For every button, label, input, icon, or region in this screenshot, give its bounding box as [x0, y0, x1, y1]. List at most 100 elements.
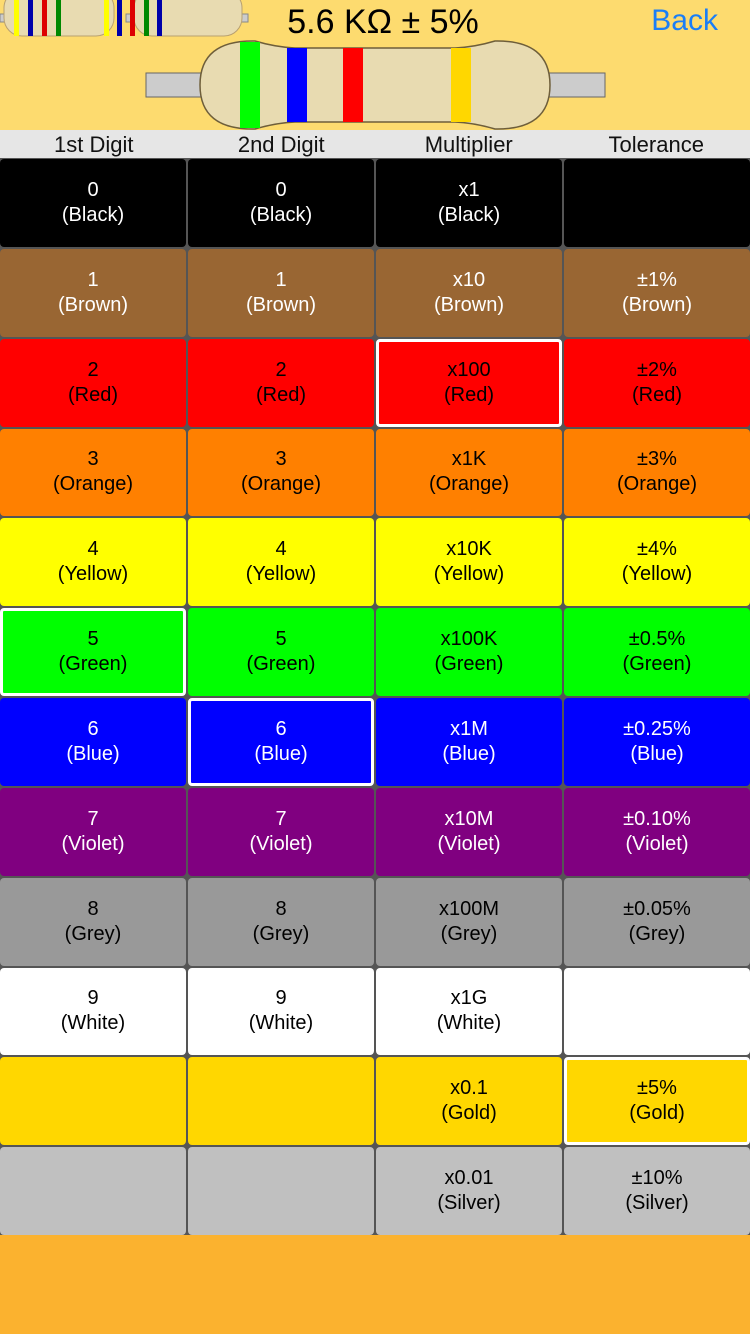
- option-color-name: (Violet): [437, 832, 501, 855]
- option-value: 0: [275, 178, 287, 201]
- tolerance-option[interactable]: ±1% (Brown): [564, 248, 750, 337]
- multiplier-option[interactable]: x0.01 (Silver): [376, 1147, 562, 1235]
- thumbnail-band: [56, 0, 61, 36]
- option-value: x1G: [450, 987, 488, 1010]
- back-button[interactable]: Back: [651, 4, 718, 37]
- 2nd-digit-option[interactable]: 2 (Red): [188, 338, 374, 427]
- history-thumbnails[interactable]: [0, 0, 260, 40]
- option-value: 6: [275, 717, 287, 740]
- 2nd-digit-option[interactable]: 1 (Brown): [188, 248, 374, 337]
- tolerance-option[interactable]: ±5% (Gold): [564, 1057, 750, 1146]
- tolerance-option[interactable]: ±0.25% (Blue): [564, 698, 750, 786]
- 2nd-digit-option[interactable]: 7 (Violet): [188, 787, 374, 876]
- option-color-name: (White): [60, 1012, 126, 1035]
- option-value: x1M: [450, 717, 488, 740]
- option-color-name: (Red): [443, 383, 494, 406]
- resistor-diagram: [145, 40, 606, 130]
- 1st-digit-option[interactable]: 0 (Black): [0, 159, 186, 247]
- option-color-name: (Yellow): [57, 563, 129, 586]
- band-multiplier: [343, 48, 363, 122]
- 1st-digit-option[interactable]: 2 (Red): [0, 338, 186, 427]
- 2nd-digit-option[interactable]: 9 (White): [188, 967, 374, 1056]
- empty-cell: [188, 1147, 374, 1235]
- 2nd-digit-option[interactable]: 4 (Yellow): [188, 518, 374, 607]
- 1st-digit-option[interactable]: 3 (Orange): [0, 428, 186, 517]
- tolerance-option[interactable]: ±10% (Silver): [564, 1147, 750, 1235]
- 2nd-digit-option[interactable]: 5 (Green): [188, 608, 374, 696]
- option-value: x10K: [446, 538, 492, 561]
- option-value: 1: [87, 268, 99, 291]
- multiplier-option[interactable]: x1K (Orange): [376, 428, 562, 517]
- option-color-name: (Grey): [64, 922, 122, 945]
- option-color-name: (Orange): [52, 473, 134, 496]
- empty-cell: [188, 1057, 374, 1146]
- option-value: 4: [87, 538, 99, 561]
- 2nd-digit-option[interactable]: 6 (Blue): [188, 698, 374, 786]
- 1st-digit-option[interactable]: 4 (Yellow): [0, 518, 186, 607]
- 1st-digit-option[interactable]: 5 (Green): [0, 608, 186, 696]
- tolerance-option[interactable]: ±0.5% (Green): [564, 608, 750, 696]
- option-value: x10M: [444, 807, 494, 830]
- multiplier-option[interactable]: x1M (Blue): [376, 698, 562, 786]
- multiplier-option[interactable]: x100M (Grey): [376, 877, 562, 966]
- column-header-multiplier: Multiplier: [424, 132, 513, 157]
- history-resistor-1[interactable]: [0, 0, 115, 37]
- tolerance-option[interactable]: ±0.10% (Violet): [564, 787, 750, 876]
- band-1st-digit: [240, 42, 260, 128]
- 2nd-digit-option[interactable]: 8 (Grey): [188, 877, 374, 966]
- option-color-name: (Orange): [428, 473, 510, 496]
- multiplier-option[interactable]: x1 (Black): [376, 159, 562, 247]
- multiplier-option[interactable]: x1G (White): [376, 967, 562, 1056]
- option-value: 5: [275, 628, 287, 651]
- option-value: 8: [87, 897, 99, 920]
- 1st-digit-option[interactable]: 1 (Brown): [0, 248, 186, 337]
- option-value: 2: [275, 358, 287, 381]
- tolerance-option[interactable]: ±2% (Red): [564, 338, 750, 427]
- 2nd-digit-option[interactable]: 3 (Orange): [188, 428, 374, 517]
- 1st-digit-option[interactable]: 7 (Violet): [0, 787, 186, 876]
- option-value: x0.01: [444, 1167, 494, 1190]
- thumbnail-band: [42, 0, 47, 36]
- option-value: 9: [275, 987, 287, 1010]
- multiplier-option[interactable]: x10M (Violet): [376, 787, 562, 876]
- multiplier-option[interactable]: x10K (Yellow): [376, 518, 562, 607]
- option-color-name: (White): [436, 1012, 502, 1035]
- band-2nd-digit: [287, 48, 307, 122]
- multiplier-option[interactable]: x100 (Red): [376, 338, 562, 427]
- option-color-name: (Grey): [628, 922, 686, 945]
- tolerance-option[interactable]: ±0.05% (Grey): [564, 877, 750, 966]
- option-color-name: (Brown): [57, 293, 128, 316]
- 1st-digit-option[interactable]: 6 (Blue): [0, 698, 186, 786]
- option-color-name: (Red): [255, 383, 306, 406]
- tolerance-option[interactable]: ±3% (Orange): [564, 428, 750, 517]
- option-color-name: (Brown): [245, 293, 316, 316]
- option-color-name: (Green): [246, 653, 316, 676]
- multiplier-option[interactable]: x0.1 (Gold): [376, 1057, 562, 1146]
- history-resistor-2[interactable]: [104, 0, 249, 37]
- option-color-name: (Black): [249, 203, 313, 226]
- option-color-name: (Black): [437, 203, 501, 226]
- option-value: 4: [275, 538, 287, 561]
- option-value: x100K: [440, 628, 498, 651]
- option-value: 9: [87, 987, 99, 1010]
- 1st-digit-option[interactable]: 9 (White): [0, 967, 186, 1056]
- thumbnail-band: [130, 0, 135, 36]
- option-color-name: (Orange): [240, 473, 322, 496]
- 1st-digit-option[interactable]: 8 (Grey): [0, 877, 186, 966]
- option-value: 2: [87, 358, 99, 381]
- header: 5.6 KΩ ± 5% Back: [0, 0, 750, 130]
- option-color-name: (Violet): [61, 832, 125, 855]
- multiplier-option[interactable]: x10 (Brown): [376, 248, 562, 337]
- option-value: ±2%: [637, 358, 677, 381]
- option-value: ±5%: [637, 1077, 677, 1100]
- option-color-name: (Red): [67, 383, 118, 406]
- option-value: ±0.5%: [628, 628, 686, 651]
- multiplier-option[interactable]: x100K (Green): [376, 608, 562, 696]
- tolerance-option[interactable]: ±4% (Yellow): [564, 518, 750, 607]
- thumbnail-band: [117, 0, 122, 36]
- option-color-name: (Yellow): [245, 563, 317, 586]
- 2nd-digit-option[interactable]: 0 (Black): [188, 159, 374, 247]
- option-color-name: (Orange): [616, 473, 698, 496]
- option-value: 6: [87, 717, 99, 740]
- option-value: x1K: [451, 448, 487, 471]
